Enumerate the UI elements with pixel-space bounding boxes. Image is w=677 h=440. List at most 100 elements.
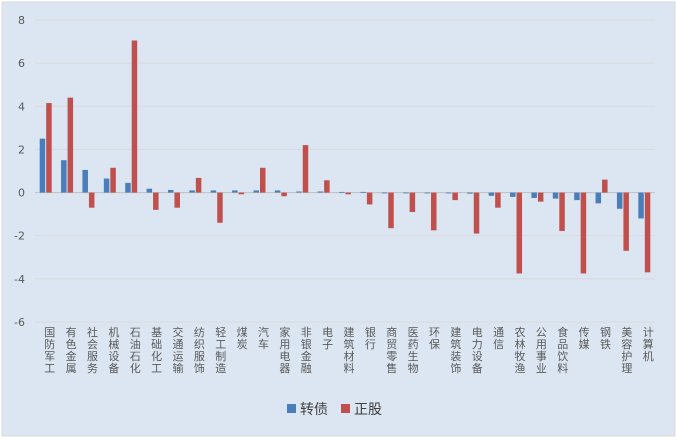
x-category-label: 电力设备 <box>472 326 483 375</box>
bar-stock <box>281 192 287 197</box>
x-category-label: 机械设备 <box>108 325 119 375</box>
bar-convertible <box>253 190 259 193</box>
bar-stock <box>559 192 565 231</box>
x-category-label: 公用事业 <box>536 326 547 375</box>
x-category-label: 石油石化 <box>130 326 141 375</box>
x-category-label: 医药生物 <box>408 326 419 375</box>
x-category-label: 家用电器 <box>279 325 290 375</box>
bar-stock <box>174 192 180 208</box>
bar-convertible <box>595 192 602 204</box>
bar-convertible <box>510 192 516 197</box>
bar-stock <box>431 192 437 231</box>
x-category-label: 美容护理 <box>621 326 632 375</box>
bar-convertible <box>103 178 110 193</box>
x-category-label: 商贸零售 <box>386 325 397 375</box>
y-tick-label: -4 <box>14 273 25 286</box>
x-category-label: 交通运输 <box>172 325 183 375</box>
x-category-label: 基础化工 <box>151 326 162 375</box>
y-tick-label: 0 <box>18 187 25 200</box>
x-category-label: 煤炭 <box>237 326 248 351</box>
bar-convertible <box>488 192 495 196</box>
x-category-label: 钢铁 <box>600 326 611 351</box>
x-category-label: 食品饮料 <box>557 325 568 375</box>
bar-convertible <box>232 190 238 193</box>
bar-stock <box>602 179 608 193</box>
x-category-label: 建筑材料 <box>344 325 355 375</box>
bar-stock <box>388 192 394 229</box>
legend-swatch <box>287 404 296 413</box>
bar-stock <box>366 192 373 205</box>
bar-convertible <box>146 188 153 193</box>
bar-convertible <box>360 191 366 193</box>
bar-convertible <box>381 192 388 194</box>
bar-stock <box>516 192 523 274</box>
y-tick-label: -6 <box>14 316 25 329</box>
bar-convertible <box>125 182 131 193</box>
bar-stock <box>452 192 458 201</box>
bar-convertible <box>296 191 302 193</box>
y-tick-label: 6 <box>18 57 25 70</box>
bar-convertible <box>274 190 281 193</box>
x-category-label: 环保 <box>429 326 440 351</box>
bar-convertible <box>317 191 324 193</box>
x-category-label: 社会服务 <box>87 325 98 375</box>
bar-convertible <box>403 192 409 194</box>
bar-convertible <box>61 160 67 193</box>
bar-stock <box>131 40 138 193</box>
bar-stock <box>345 192 351 195</box>
x-category-label: 农林牧渔 <box>515 325 526 375</box>
bar-convertible <box>531 192 537 198</box>
x-category-label: 轻工制造 <box>215 325 226 375</box>
x-category-label: 汽车 <box>258 325 269 351</box>
bar-stock <box>473 192 480 234</box>
bar-convertible <box>616 192 623 209</box>
bar-stock <box>217 192 223 223</box>
bar-stock <box>644 192 651 273</box>
legend-swatch <box>341 404 350 413</box>
bar-convertible <box>82 169 88 193</box>
bar-stock <box>238 192 245 195</box>
bar-stock <box>495 192 501 208</box>
bar-stock <box>580 192 587 274</box>
y-tick-label: -2 <box>14 230 25 243</box>
bar-stock <box>324 180 330 193</box>
bar-convertible <box>467 192 473 194</box>
bar-stock <box>537 192 544 202</box>
x-category-label: 传媒 <box>579 326 590 351</box>
bar-stock <box>623 192 629 251</box>
bar-convertible <box>574 192 580 201</box>
bar-convertible <box>424 192 431 194</box>
x-category-label: 建筑装饰 <box>450 325 461 375</box>
x-category-label: 通信 <box>493 326 504 351</box>
x-category-label: 非银金融 <box>301 326 312 375</box>
x-category-label: 国防军工 <box>44 326 55 375</box>
x-category-label: 计算机 <box>643 326 654 363</box>
bar-convertible <box>339 191 345 193</box>
bar-stock <box>153 192 159 210</box>
bar-stock <box>110 167 116 193</box>
x-category-label: 银行 <box>365 325 376 351</box>
bar-convertible <box>445 192 452 194</box>
x-category-label: 有色金属 <box>66 325 77 375</box>
bar-stock <box>195 177 202 193</box>
bar-convertible <box>638 192 644 219</box>
bar-stock <box>67 97 74 193</box>
bar-convertible <box>210 190 217 193</box>
bar-stock <box>259 167 266 193</box>
bar-stock <box>409 192 416 212</box>
y-tick-label: 2 <box>18 143 25 156</box>
x-category-label: 电子 <box>322 326 333 351</box>
legend-label: 正股 <box>354 402 382 418</box>
y-tick-label: 4 <box>18 100 25 113</box>
bar-stock <box>88 192 95 208</box>
bar-stock <box>46 103 52 193</box>
bar-convertible <box>167 189 174 193</box>
bar-stock <box>302 145 309 193</box>
x-category-label: 纺织服饰 <box>194 325 205 375</box>
bar-convertible <box>189 190 195 193</box>
y-tick-label: 8 <box>18 14 25 27</box>
legend-label: 转债 <box>300 402 328 418</box>
